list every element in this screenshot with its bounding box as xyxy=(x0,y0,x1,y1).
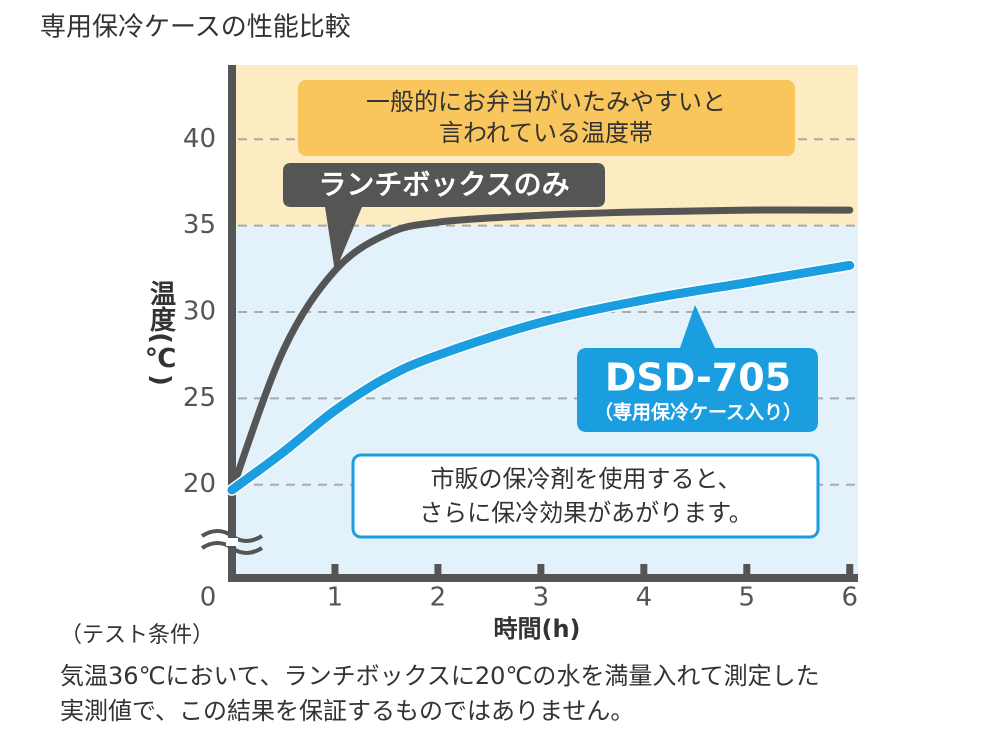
y-tick-label: 30 xyxy=(183,297,216,327)
series-label: DSD-705 xyxy=(605,356,791,400)
footnote: 気温36℃において、ランチボックスに20℃の水を満量入れて測定した xyxy=(60,662,820,690)
x-tick-label: 6 xyxy=(841,583,858,613)
series-sublabel: （専用保冷ケース入り） xyxy=(594,401,802,424)
axis-break xyxy=(200,529,264,555)
footnote: （テスト条件） xyxy=(60,623,214,648)
series-label: ランチボックスのみ xyxy=(318,168,569,201)
x-tick-label: 0 xyxy=(200,583,217,613)
y-tick-label: 35 xyxy=(183,210,216,240)
footnote: 実測値で、この結果を保証するものではありません。 xyxy=(60,697,634,725)
axis-break-gap xyxy=(226,538,238,546)
y-axis-label: 温度(℃) xyxy=(146,280,176,386)
y-tick-label: 25 xyxy=(183,383,216,413)
chart-title: 専用保冷ケースの性能比較 xyxy=(40,13,351,43)
note-box xyxy=(351,453,820,539)
x-tick-label: 5 xyxy=(739,583,756,613)
note-text: さらに保冷効果があがります。 xyxy=(419,499,753,527)
x-axis-label: 時間(h) xyxy=(493,615,580,643)
series-line xyxy=(228,206,854,494)
zone-label-box xyxy=(298,80,795,156)
zone-label: 一般的にお弁当がいたみやすいと xyxy=(366,88,726,116)
x-tick-label: 2 xyxy=(430,583,447,613)
y-tick-label: 40 xyxy=(183,124,216,154)
zone-label: 言われている温度帯 xyxy=(439,119,653,147)
series-callout xyxy=(577,305,818,432)
note-text: 市販の保冷剤を使用すると、 xyxy=(430,465,741,493)
overlay: 一般的にお弁当がいたみやすいと 言われている温度帯 ランチボックスのみ DSD-… xyxy=(60,80,820,725)
series-line xyxy=(227,260,855,495)
x-tick-label: 3 xyxy=(533,583,550,613)
y-tick-label: 20 xyxy=(183,469,216,499)
x-tick-label: 1 xyxy=(327,583,344,613)
x-tick-label: 4 xyxy=(636,583,653,613)
series-callout xyxy=(283,163,605,272)
